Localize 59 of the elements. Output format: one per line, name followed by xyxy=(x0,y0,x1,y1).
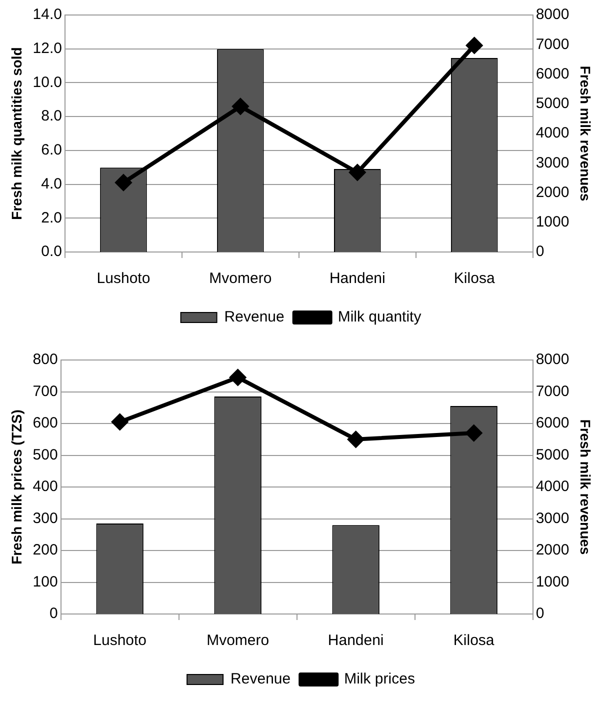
y2-tick-label: 7000 xyxy=(536,382,570,400)
x-tick-label: Handeni xyxy=(329,270,386,288)
y-tick-label: 2.0 xyxy=(41,209,62,226)
y-tick-label: 10.0 xyxy=(32,74,62,91)
y2-tick-label: 0 xyxy=(536,243,544,260)
y-tick-label: 200 xyxy=(32,542,58,559)
point xyxy=(112,414,128,430)
y2-tick-label: 8000 xyxy=(536,6,570,24)
y-tick-label: 100 xyxy=(32,573,58,590)
y2-tick-label: 1000 xyxy=(536,214,570,231)
y-tick-label: 300 xyxy=(32,510,58,527)
y2-tick-label: 7000 xyxy=(536,36,570,53)
x-tick-label: Handeni xyxy=(328,632,384,650)
point xyxy=(348,431,364,448)
y-tick-label: 400 xyxy=(32,478,58,496)
y2-tick-label: 3000 xyxy=(536,154,570,172)
y2-tick-label: 4000 xyxy=(536,124,570,142)
y-tick-label: 0 xyxy=(49,605,58,622)
legend-label: Revenue xyxy=(224,308,284,326)
y2-tick-label: 6000 xyxy=(536,65,570,82)
y2-tick-label: 4000 xyxy=(536,478,570,496)
y-tick-label: 14.0 xyxy=(32,6,62,24)
y2-tick-label: 2000 xyxy=(536,184,570,201)
x-tick-label: Kilosa xyxy=(453,632,495,650)
legend-label: Milk prices xyxy=(344,670,415,688)
y-tick-label: 12.0 xyxy=(32,40,62,57)
x-tick-label: Lushoto xyxy=(93,632,147,650)
point xyxy=(115,174,132,191)
x-tick-label: Kilosa xyxy=(454,270,496,288)
y2-axis-title: Fresh milk revenues xyxy=(578,419,594,555)
y-axis-title: Fresh milk prices (TZS) xyxy=(8,410,24,564)
legend-label: Milk quantity xyxy=(338,308,422,326)
y2-tick-label: 5000 xyxy=(536,95,570,112)
y-tick-label: 600 xyxy=(32,414,58,432)
y2-tick-label: 2000 xyxy=(536,542,570,559)
y-tick-label: 800 xyxy=(32,351,58,368)
y2-axis-title: Fresh milk revenues xyxy=(578,66,594,202)
y2-tick-label: 1000 xyxy=(536,573,570,590)
point xyxy=(230,369,246,386)
y-tick-label: 700 xyxy=(32,382,58,400)
y2-tick-label: 0 xyxy=(536,605,544,622)
y2-tick-label: 8000 xyxy=(536,351,570,368)
x-tick-label: Mvomero xyxy=(209,270,272,288)
legend-label: Revenue xyxy=(230,670,291,688)
x-tick-label: Lushoto xyxy=(96,270,150,288)
y2-tick-label: 3000 xyxy=(536,510,570,527)
y-axis-title: Fresh milk quantities sold xyxy=(8,47,24,220)
point xyxy=(232,98,248,114)
y-tick-label: 0.0 xyxy=(41,243,62,260)
point xyxy=(466,425,482,442)
x-tick-label: Mvomero xyxy=(206,632,270,650)
point xyxy=(466,37,482,54)
y-tick-label: 4.0 xyxy=(41,175,62,192)
y2-tick-label: 6000 xyxy=(536,414,570,432)
y2-tick-label: 5000 xyxy=(536,446,570,464)
y-tick-label: 500 xyxy=(32,446,58,464)
point xyxy=(349,164,366,180)
y-tick-label: 6.0 xyxy=(41,142,62,159)
y-tick-label: 8.0 xyxy=(41,108,62,125)
